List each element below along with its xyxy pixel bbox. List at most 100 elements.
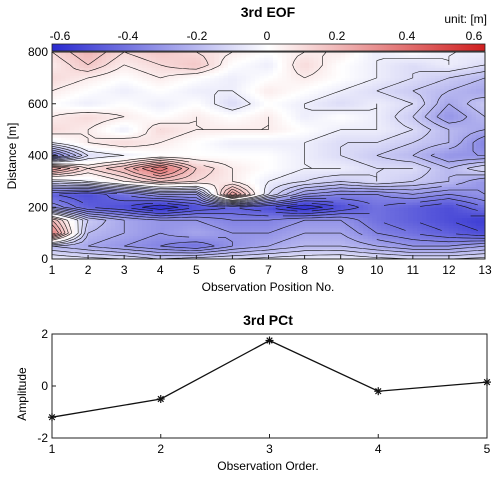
heatmap-cell <box>56 147 62 151</box>
heatmap-cell <box>385 160 391 164</box>
heatmap-cell <box>430 225 436 229</box>
heatmap-cell <box>223 142 229 146</box>
heatmap-cell <box>318 183 324 187</box>
heatmap-cell <box>394 160 400 164</box>
heatmap-cell <box>408 155 414 159</box>
heatmap-cell <box>327 160 333 164</box>
heatmap-cell <box>309 178 314 182</box>
heatmap-cell <box>453 165 459 169</box>
heatmap-cell <box>318 145 324 149</box>
heatmap-cell <box>403 217 409 221</box>
heatmap-cell <box>394 145 400 149</box>
colorbar-unit-label: unit: [m] <box>444 12 487 26</box>
heatmap-cell <box>453 137 459 141</box>
heatmap-cell <box>61 127 66 131</box>
heatmap-cell <box>471 176 477 180</box>
heatmap-cell <box>196 222 202 226</box>
heatmap-cell <box>331 196 337 200</box>
heatmap-cell <box>97 165 103 169</box>
heatmap-cell <box>444 186 450 190</box>
heatmap-cell <box>187 183 193 187</box>
heatmap-cell <box>286 132 292 136</box>
heatmap-cell <box>300 127 305 131</box>
heatmap-cell <box>236 235 242 239</box>
heatmap-cell <box>97 176 103 180</box>
heatmap-cell <box>462 243 468 247</box>
heatmap-cell <box>178 215 184 218</box>
heatmap-cell <box>340 222 346 226</box>
heatmap-cell <box>101 173 107 177</box>
heatmap-cell <box>52 183 57 187</box>
heatmap-cell <box>439 186 445 190</box>
heatmap-cell <box>268 199 274 203</box>
heatmap-cell <box>119 222 125 226</box>
heatmap-cell <box>282 137 287 141</box>
heatmap-cell <box>417 222 423 226</box>
heatmap-cell <box>372 127 378 131</box>
heatmap-cell <box>196 132 202 136</box>
heatmap-cell <box>182 183 188 187</box>
heatmap-cell <box>151 204 157 208</box>
heatmap-cell <box>273 217 278 221</box>
heatmap-cell <box>376 202 382 206</box>
heatmap-cell <box>363 202 369 206</box>
heatmap-cell <box>403 150 409 154</box>
heatmap-cell <box>241 230 247 234</box>
heatmap-cell <box>349 230 355 234</box>
heatmap-cell <box>128 246 134 250</box>
heatmap-cell <box>358 233 364 237</box>
heatmap-cell <box>205 220 211 224</box>
heatmap-cell <box>236 189 242 193</box>
heatmap-cell <box>291 176 296 180</box>
heatmap-cell <box>214 240 220 244</box>
heatmap-cell <box>448 217 454 221</box>
heatmap-cell <box>286 178 292 182</box>
heatmap-cell <box>340 196 346 200</box>
heatmap-cell <box>475 145 481 149</box>
heatmap-cell <box>457 186 463 190</box>
heatmap-cell <box>273 222 278 226</box>
heatmap-cell <box>178 150 184 154</box>
heatmap-cell <box>250 176 256 180</box>
heatmap-cell <box>439 147 445 151</box>
heatmap-cell <box>385 202 391 206</box>
heatmap-cell <box>70 189 75 193</box>
heatmap-cell <box>236 233 242 237</box>
heatmap-cell <box>453 129 459 133</box>
heatmap-cell <box>268 173 274 177</box>
heatmap-cell <box>146 181 152 185</box>
heatmap-cell <box>399 147 405 151</box>
heatmap-cell <box>336 202 342 206</box>
heatmap-cell <box>232 142 238 146</box>
heatmap-cell <box>358 227 364 231</box>
heatmap-cell <box>408 227 414 231</box>
heatmap-cell <box>61 171 66 175</box>
heatmap-cell <box>336 137 342 141</box>
heatmap-cell <box>313 233 319 237</box>
heatmap-cell <box>291 256 296 260</box>
heatmap-cell <box>106 127 112 131</box>
heatmap-cell <box>88 178 93 182</box>
heatmap-cell <box>155 204 161 208</box>
heatmap-cell <box>304 248 310 252</box>
heatmap-cell <box>354 251 360 255</box>
heatmap-cell <box>65 238 71 242</box>
heatmap-cell <box>268 227 274 231</box>
heatmap-cell <box>394 212 400 216</box>
heatmap-cell <box>345 183 351 187</box>
heatmap-cell <box>205 227 211 231</box>
heatmap-cell <box>336 240 342 244</box>
heatmap-cell <box>146 134 152 138</box>
heatmap-cell <box>439 160 445 164</box>
heatmap-cell <box>363 225 369 229</box>
heatmap-cell <box>336 171 342 175</box>
heatmap-cell <box>214 168 220 172</box>
heatmap-cell <box>137 256 143 260</box>
heatmap-cell <box>124 209 130 213</box>
heatmap-cell <box>372 212 378 216</box>
heatmap-cell <box>65 240 71 244</box>
heatmap-cell <box>97 204 103 208</box>
heatmap-cell <box>394 152 400 156</box>
heatmap-cell <box>236 168 242 172</box>
heatmap-cell <box>178 238 184 242</box>
